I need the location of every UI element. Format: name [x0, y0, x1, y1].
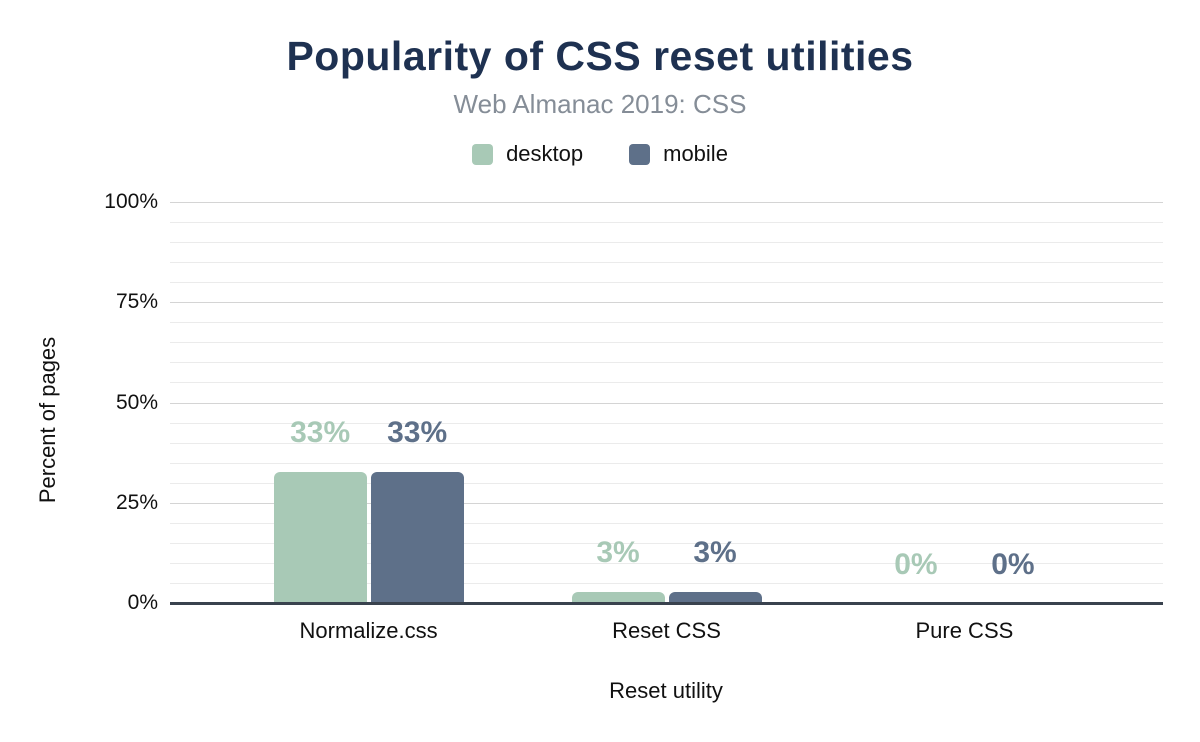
legend-item-desktop: desktop	[472, 141, 583, 167]
data-label-desktop-pure-css: 0%	[894, 548, 938, 581]
bar-mobile-normalize-css[interactable]	[370, 471, 464, 604]
mobile-swatch-icon	[629, 143, 651, 165]
y-tick-75: 75%	[115, 290, 158, 314]
minor-gridline	[170, 522, 1163, 524]
bar-desktop-reset-css[interactable]	[571, 591, 665, 604]
minor-gridline	[170, 582, 1163, 584]
minor-gridline	[170, 242, 1163, 244]
legend-item-mobile: mobile	[629, 141, 728, 167]
minor-gridline	[170, 482, 1163, 484]
y-tick-0: 0%	[127, 591, 158, 614]
minor-gridline	[170, 362, 1163, 364]
data-label-desktop-reset-css: 3%	[596, 535, 640, 569]
x-axis-title: Reset utility	[609, 678, 723, 703]
minor-gridline	[170, 282, 1163, 284]
major-gridline	[170, 302, 1163, 304]
legend: desktop mobile	[0, 141, 1200, 167]
desktop-swatch-icon	[472, 143, 494, 165]
chart-subtitle: Web Almanac 2019: CSS	[453, 89, 747, 119]
minor-gridline	[170, 262, 1163, 264]
minor-gridline	[170, 442, 1163, 444]
minor-gridline	[170, 322, 1163, 324]
minor-gridline	[170, 342, 1163, 344]
y-tick-50: 50%	[115, 390, 158, 414]
major-gridline	[170, 502, 1163, 504]
y-tick-25: 25%	[115, 490, 158, 514]
minor-gridline	[170, 462, 1163, 464]
x-axis-label-reset-css: Reset CSS	[612, 618, 721, 643]
legend-label-desktop: desktop	[506, 141, 584, 166]
chart-title: Popularity of CSS reset utilities	[286, 33, 914, 79]
x-axis-label-normalize-css: Normalize.css	[299, 618, 438, 643]
x-axis-line	[170, 602, 1163, 605]
data-label-desktop-normalize-css: 33%	[290, 415, 351, 449]
minor-gridline	[170, 562, 1163, 564]
bar-mobile-reset-css[interactable]	[668, 591, 762, 604]
minor-gridline	[170, 422, 1163, 424]
major-gridline	[170, 402, 1163, 404]
y-axis-title: Percent of pages	[35, 336, 60, 504]
legend-label-mobile: mobile	[663, 141, 728, 166]
x-axis-label-pure-css: Pure CSS	[915, 618, 1014, 643]
major-gridline	[170, 202, 1163, 203]
minor-gridline	[170, 222, 1163, 224]
data-label-mobile-normalize-css: 33%	[387, 415, 448, 449]
bar-desktop-normalize-css[interactable]	[273, 471, 367, 604]
y-tick-100: 100%	[104, 190, 158, 213]
data-label-mobile-pure-css: 0%	[991, 548, 1035, 581]
data-label-mobile-reset-css: 3%	[693, 535, 737, 569]
minor-gridline	[170, 382, 1163, 384]
minor-gridline	[170, 542, 1163, 544]
plot-area: 33% 33% 3% 3% 0% 0%	[170, 202, 1163, 605]
